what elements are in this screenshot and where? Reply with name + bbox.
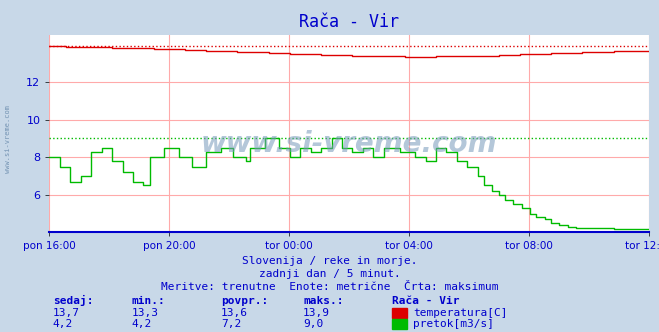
Text: maks.:: maks.: — [303, 296, 343, 306]
Text: Rača - Vir: Rača - Vir — [392, 296, 459, 306]
Title: Rača - Vir: Rača - Vir — [299, 13, 399, 31]
Text: Slovenija / reke in morje.: Slovenija / reke in morje. — [242, 256, 417, 266]
Text: min.:: min.: — [132, 296, 165, 306]
Text: Meritve: trenutne  Enote: metrične  Črta: maksimum: Meritve: trenutne Enote: metrične Črta: … — [161, 283, 498, 292]
Text: 7,2: 7,2 — [221, 319, 241, 329]
Text: pretok[m3/s]: pretok[m3/s] — [413, 319, 494, 329]
Text: 9,0: 9,0 — [303, 319, 324, 329]
Text: 13,3: 13,3 — [132, 308, 159, 318]
Text: zadnji dan / 5 minut.: zadnji dan / 5 minut. — [258, 269, 401, 279]
Text: povpr.:: povpr.: — [221, 296, 268, 306]
Text: temperatura[C]: temperatura[C] — [413, 308, 507, 318]
Text: 13,7: 13,7 — [53, 308, 80, 318]
Text: sedaj:: sedaj: — [53, 295, 93, 306]
Text: 13,9: 13,9 — [303, 308, 330, 318]
Text: 4,2: 4,2 — [53, 319, 73, 329]
Text: 13,6: 13,6 — [221, 308, 248, 318]
Text: 4,2: 4,2 — [132, 319, 152, 329]
Text: www.si-vreme.com: www.si-vreme.com — [201, 129, 498, 157]
Text: www.si-vreme.com: www.si-vreme.com — [5, 106, 11, 173]
